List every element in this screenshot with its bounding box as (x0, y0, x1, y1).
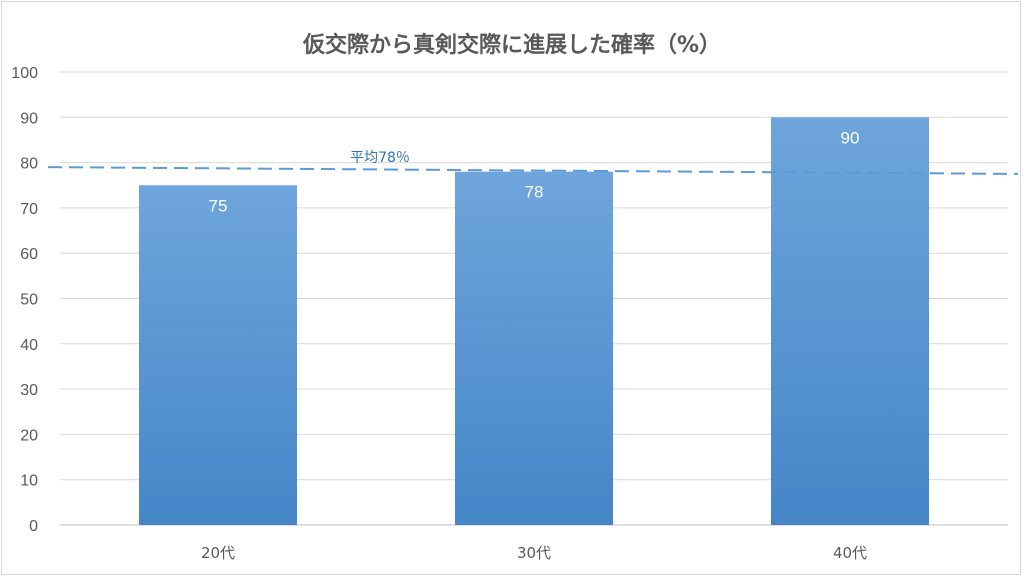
y-tick-label: 80 (20, 156, 38, 173)
y-tick-label: 0 (29, 518, 38, 535)
bar (455, 171, 613, 525)
y-tick-label: 100 (11, 65, 38, 82)
x-tick-label: 30代 (517, 544, 551, 562)
average-line (47, 166, 1019, 175)
x-tick-label: 40代 (833, 544, 867, 562)
y-tick-label: 30 (20, 382, 38, 399)
bar-value-label: 75 (209, 196, 228, 215)
y-tick-label: 60 (20, 246, 38, 263)
bar (139, 185, 297, 525)
y-tick-label: 70 (20, 201, 38, 218)
y-tick-label: 50 (20, 292, 38, 309)
bar-value-label: 78 (525, 183, 544, 202)
bar (771, 117, 929, 526)
bars: 75 78 90 (139, 117, 929, 526)
y-tick-label: 10 (20, 473, 38, 490)
x-axis-ticks: 20代 30代 40代 (201, 544, 867, 562)
chart-title: 仮交際から真剣交際に進展した確率（%） (302, 32, 721, 58)
y-tick-label: 90 (20, 110, 38, 127)
average-reference: 平均78％ (47, 150, 1019, 175)
y-axis-ticks: 0 10 20 30 40 50 60 70 80 90 100 (11, 65, 38, 535)
average-label: 平均78％ (350, 150, 410, 166)
x-tick-label: 20代 (201, 544, 235, 562)
bar-value-label: 90 (841, 128, 860, 147)
y-tick-label: 20 (20, 427, 38, 444)
y-tick-label: 40 (20, 337, 38, 354)
